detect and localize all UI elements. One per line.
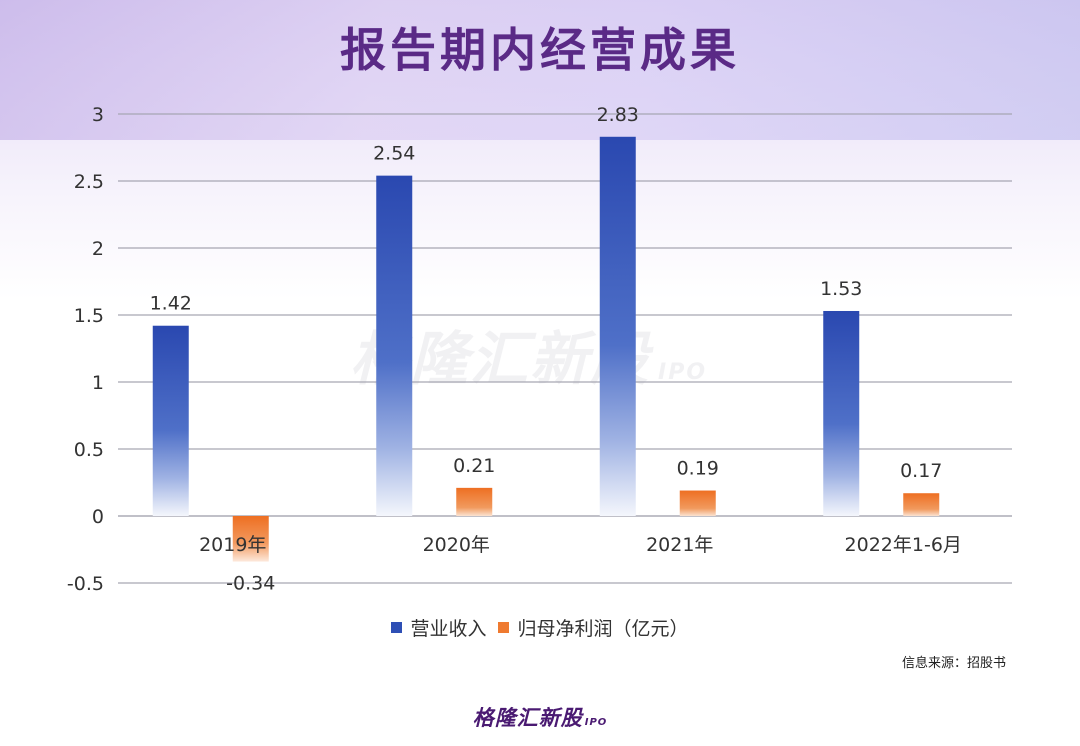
y-tick-label: 1.5 — [74, 305, 104, 327]
data-label-revenue: 2.83 — [597, 104, 639, 126]
bar-revenue — [599, 136, 636, 516]
footer-logo: 格隆汇新股 IPO — [0, 702, 1080, 732]
y-tick-label: 0 — [92, 506, 104, 528]
bar-net-profit — [903, 493, 940, 516]
bar-net-profit — [456, 487, 493, 516]
y-tick-label: 3 — [92, 104, 104, 126]
legend-swatch-revenue — [391, 622, 403, 633]
data-label-revenue: 1.42 — [150, 293, 192, 315]
bar-revenue — [376, 175, 413, 516]
bars — [152, 136, 940, 562]
data-label-net-profit: 0.19 — [677, 458, 719, 480]
legend-unit-note: （亿元） — [612, 618, 689, 640]
chart-title: 报告期内经营成果 — [340, 23, 740, 77]
footer-ipo: IPO — [584, 717, 608, 728]
x-tick-label: 2020年 — [423, 534, 490, 556]
y-tick-label: 2.5 — [74, 171, 104, 193]
bar-revenue — [823, 310, 860, 516]
gridlines — [118, 113, 1012, 584]
footer-brand: 格隆汇新股 — [472, 706, 583, 730]
x-tick-label: 2022年1-6月 — [845, 534, 962, 556]
bar-net-profit — [232, 516, 269, 562]
data-label-net-profit: -0.34 — [226, 573, 275, 595]
legend-item-profit: 归母净利润（亿元） — [498, 614, 689, 641]
data-label-net-profit: 0.21 — [453, 455, 495, 477]
y-tick-label: -0.5 — [67, 573, 104, 595]
data-label-revenue: 2.54 — [373, 143, 415, 165]
x-axis-ticks: 2019年 2020年 2021年 2022年1-6月 — [199, 534, 962, 556]
y-tick-label: 2 — [92, 238, 104, 260]
source-note: 信息来源：招股书 — [901, 656, 1006, 671]
data-label-net-profit: 0.17 — [900, 460, 942, 482]
watermark-ipo: IPO — [658, 360, 708, 385]
legend-swatch-profit — [498, 622, 510, 633]
bar-net-profit — [679, 490, 716, 516]
header-background — [0, 0, 1080, 140]
x-tick-label: 2021年 — [646, 534, 713, 556]
y-tick-label: 1 — [92, 372, 104, 394]
bar-revenue — [152, 325, 189, 516]
legend: 营业收入 归母净利润（亿元） — [0, 614, 1080, 641]
y-tick-label: 0.5 — [74, 439, 104, 461]
y-axis-ticks: -0.5 0 0.5 1 1.5 2 2.5 3 — [67, 104, 104, 595]
data-labels: 1.42 -0.34 2.54 0.21 2.83 0.19 1.53 0.17 — [150, 104, 943, 595]
legend-label-revenue: 营业收入 — [410, 618, 487, 640]
legend-label-profit: 归母净利润 — [517, 618, 613, 640]
x-tick-label: 2019年 — [199, 534, 266, 556]
data-label-revenue: 1.53 — [820, 278, 862, 300]
legend-item-revenue: 营业收入 — [391, 614, 486, 641]
